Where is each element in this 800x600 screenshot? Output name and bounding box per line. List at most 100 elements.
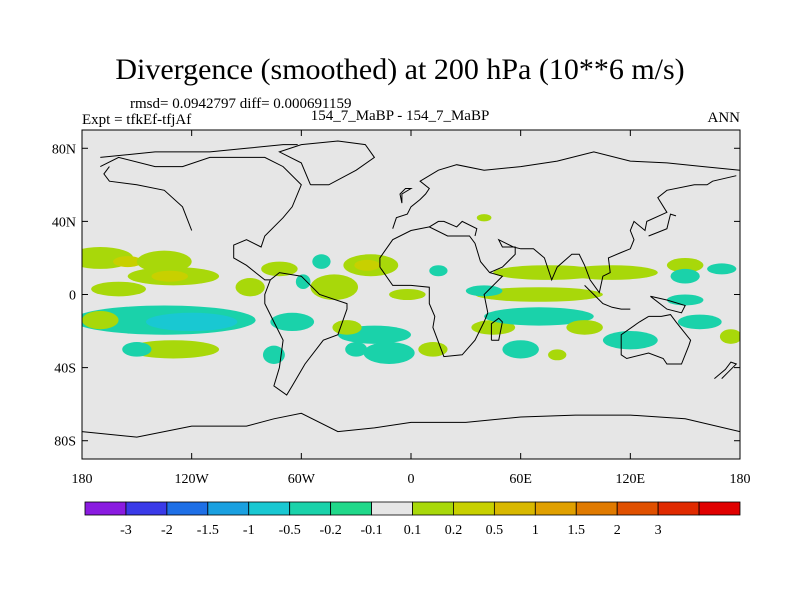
coastline-16 [82,412,740,438]
case-label: 154_7_MaBP - 154_7_MaBP [310,108,490,124]
divergence-region-5 [151,270,189,282]
x-tick-label-4: 0 [408,472,415,487]
y-tick-label-2: 40N [52,215,76,230]
colorbar-swatch-15 [657,501,700,516]
coastline-4 [379,226,504,358]
axes: 180 120W 60W 0 60E 120E 180 80N 40N 0 40S 80S [52,130,751,487]
divergence-region-39 [566,320,603,335]
divergence-region-16 [476,214,492,222]
coastline-1 [100,156,348,396]
coastline-6 [429,220,478,237]
divergence-region-44 [719,329,740,344]
colorbar-label-8: 0.1 [404,523,422,538]
x-tick-label-1: 180 [72,472,93,487]
colorbar-label-5: -0.5 [279,523,301,538]
colorbar: -3 -2 -1.5 -1 -0.5 -0.2 -0.1 0.1 0.2 0.5 1 1.5 2 3 [84,501,741,538]
divergence-region-22 [474,287,603,302]
colorbar-label-10: 0.5 [486,523,504,538]
experiment-label: Expt = tfkEf-tfjAf [82,112,192,128]
divergence-region-29 [122,342,152,357]
x-tick-label-2: 120W [175,472,210,487]
colorbar-swatch-16 [698,501,741,516]
colorbar-swatch-1 [84,501,127,516]
divergence-region-34 [345,342,368,357]
colorbar-swatch-7 [330,501,372,516]
page-title: Divergence (smoothed) at 200 hPa (10**6 … [115,53,685,86]
x-tick-label-3: 60W [288,472,316,487]
divergence-region-19 [666,257,704,273]
divergence-region-37 [471,320,516,335]
divergence-region-26 [145,312,238,332]
colorbar-label-6: -0.2 [320,523,342,538]
x-tick-label-7: 180 [730,472,751,487]
coastline-12 [399,188,413,204]
divergence-region-40 [502,340,539,359]
coastline-3 [278,140,376,186]
colorbar-label-7: -0.1 [360,523,382,538]
divergence-region-2 [113,256,143,268]
y-tick-label-1: 80N [52,142,76,157]
divergence-region-24 [666,294,704,306]
coastline-15 [100,144,298,158]
y-tick-label-4: 40S [54,362,76,377]
colorbar-swatch-2 [125,501,168,516]
colorbar-swatch-10 [453,501,495,516]
divergence-region-43 [677,314,722,330]
colorbar-swatch-9 [412,501,454,516]
coastline-8 [620,314,692,365]
divergence-region-6 [91,281,146,297]
divergence-region-9 [295,274,311,290]
divergence-region-35 [262,345,285,364]
colorbar-label-1: -3 [120,523,132,538]
divergence-region-14 [389,289,426,300]
divergence-region-42 [602,331,658,350]
divergence-region-28 [127,340,220,359]
divergence-region-7 [235,278,265,297]
divergence-region-8 [261,261,298,277]
coastline-2 [103,166,193,231]
y-tick-label-5: 80S [54,435,76,450]
colorbar-swatch-8 [371,501,413,516]
divergence-region-20 [707,263,737,275]
divergence-region-15 [429,265,448,277]
coastline-11 [714,361,738,379]
divergence-region-38 [484,307,594,326]
coastline-14 [650,295,686,314]
coastline-7 [489,175,737,294]
divergence-region-30 [270,312,315,332]
divergence-region-13 [354,259,380,271]
colorbar-label-4: -1 [243,523,255,538]
colorbar-label-11: 1 [532,523,539,538]
season-label: ANN [707,110,741,126]
coastline-5 [392,151,740,229]
x-tick-label-6: 120E [616,472,646,487]
colorbar-label-9: 0.2 [445,523,463,538]
colorbar-label-13: 2 [614,523,621,538]
coastline-13 [584,285,631,310]
divergence-region-21 [670,268,700,284]
coastlines [82,140,740,438]
divergence-region-10 [312,254,331,269]
colorbar-swatch-13 [575,501,618,516]
colorbar-swatch-12 [534,501,577,516]
colorbar-label-12: 1.5 [568,523,586,538]
divergence-region-32 [332,320,362,335]
colorbar-label-3: -1.5 [197,523,219,538]
divergence-region-33 [363,342,415,364]
colorbar-swatch-3 [166,501,209,516]
y-tick-label-3: 0 [69,289,76,304]
divergence-region-41 [548,349,567,361]
divergence-region-23 [465,285,503,297]
colorbar-swatch-14 [616,501,659,516]
divergence-region-18 [566,265,658,280]
stats-label: rmsd= 0.0942797 diff= 0.000691159 [130,96,352,112]
coastline-9 [490,317,503,341]
divergence-region-11 [310,274,358,300]
colorbar-swatch-5 [248,501,291,516]
colorbar-label-14: 3 [655,523,662,538]
colorbar-swatch-11 [493,501,536,516]
x-tick-label-5: 60E [509,472,532,487]
coastline-10 [648,213,677,237]
divergence-fields [82,214,740,364]
